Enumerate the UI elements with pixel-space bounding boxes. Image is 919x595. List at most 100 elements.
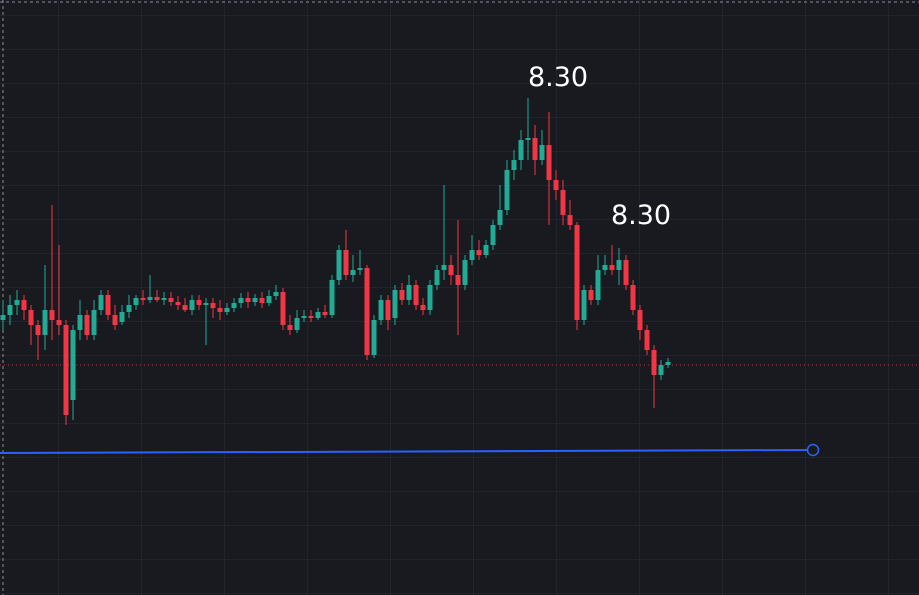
- candle-body: [476, 250, 482, 255]
- candle-body: [455, 275, 461, 285]
- trend-line: [0, 449, 814, 454]
- candle-body: [623, 260, 629, 285]
- candle-body: [588, 290, 594, 300]
- candle-body: [560, 190, 566, 215]
- candle-body: [210, 303, 216, 308]
- candle-body: [217, 308, 223, 312]
- candle-body: [616, 260, 622, 270]
- candle-body: [21, 300, 27, 310]
- candle-body: [98, 295, 104, 310]
- candle-body: [140, 298, 146, 300]
- candle-body: [28, 310, 34, 325]
- candle-body: [511, 160, 517, 170]
- candle-body: [574, 225, 580, 320]
- candle-body: [133, 298, 139, 305]
- candle-body: [385, 300, 391, 320]
- candle-body: [532, 138, 538, 160]
- candle-body: [0, 315, 6, 320]
- candle-body: [49, 310, 55, 320]
- candle-body: [378, 300, 384, 320]
- candle-body: [266, 296, 272, 303]
- candle-body: [189, 300, 195, 310]
- candle-body: [280, 292, 286, 325]
- candle-body: [665, 362, 671, 365]
- candle-body: [567, 215, 573, 225]
- candle-body: [637, 310, 643, 330]
- annotation: 8.30: [611, 200, 671, 231]
- candle-body: [70, 330, 76, 400]
- candle-body: [301, 316, 307, 318]
- candle-body: [651, 350, 657, 375]
- candle-body: [112, 315, 118, 325]
- candle-body: [490, 225, 496, 245]
- candle-body: [420, 305, 426, 310]
- candle-body: [14, 300, 20, 305]
- candle-body: [518, 140, 524, 160]
- candle-body: [595, 270, 601, 300]
- candle-body: [252, 298, 258, 302]
- candle-body: [399, 290, 405, 300]
- annotation: 8.30: [528, 62, 588, 93]
- candle-body: [238, 298, 244, 303]
- candle-body: [63, 325, 69, 415]
- candle-body: [77, 315, 83, 330]
- candle-body: [658, 365, 664, 375]
- candles: [0, 98, 919, 457]
- candle-body: [343, 250, 349, 275]
- candle-body: [182, 305, 188, 310]
- candle-body: [434, 270, 440, 285]
- candle-body: [308, 316, 314, 318]
- candle-body: [350, 270, 356, 275]
- candle-body: [630, 285, 636, 310]
- candle-body: [105, 295, 111, 315]
- candle-body: [245, 298, 251, 302]
- candle-body: [336, 250, 342, 280]
- candle-body: [497, 210, 503, 225]
- candle-body: [602, 265, 608, 270]
- candle-body: [581, 290, 587, 320]
- candle-body: [7, 305, 13, 315]
- candle-body: [91, 310, 97, 335]
- candle-body: [273, 292, 279, 296]
- candle-body: [413, 285, 419, 305]
- candle-body: [56, 320, 62, 325]
- candle-body: [483, 245, 489, 255]
- candle-body: [329, 280, 335, 315]
- candle-body: [154, 297, 160, 300]
- candle-body: [609, 265, 615, 270]
- candle-body: [504, 170, 510, 210]
- candle-body: [553, 180, 559, 190]
- candle-body: [35, 325, 41, 335]
- candle-body: [161, 298, 167, 300]
- candle-body: [406, 285, 412, 300]
- candle-body: [546, 145, 552, 180]
- candle-body: [224, 308, 230, 312]
- candle-body: [322, 312, 328, 315]
- candle-body: [364, 268, 370, 355]
- candle-body: [539, 145, 545, 160]
- candle-body: [371, 320, 377, 355]
- candle-body: [119, 312, 125, 322]
- candle-body: [469, 250, 475, 260]
- candle-body: [427, 285, 433, 310]
- candle-body: [175, 302, 181, 305]
- candle-body: [42, 310, 48, 335]
- candle-body: [294, 318, 300, 330]
- candle-body: [203, 303, 209, 305]
- candle-body: [168, 298, 174, 302]
- candle-body: [357, 268, 363, 270]
- candle-body: [392, 290, 398, 318]
- candle-body: [126, 305, 132, 312]
- candle-body: [315, 312, 321, 318]
- candle-body: [147, 297, 153, 300]
- candle-body: [231, 303, 237, 308]
- candle-body: [259, 298, 265, 303]
- candle-body: [196, 300, 202, 305]
- candle-body: [84, 315, 90, 335]
- trend-line-handle: [806, 443, 820, 457]
- candle-body: [441, 265, 447, 270]
- candle-body: [287, 325, 293, 330]
- candle-body: [525, 138, 531, 140]
